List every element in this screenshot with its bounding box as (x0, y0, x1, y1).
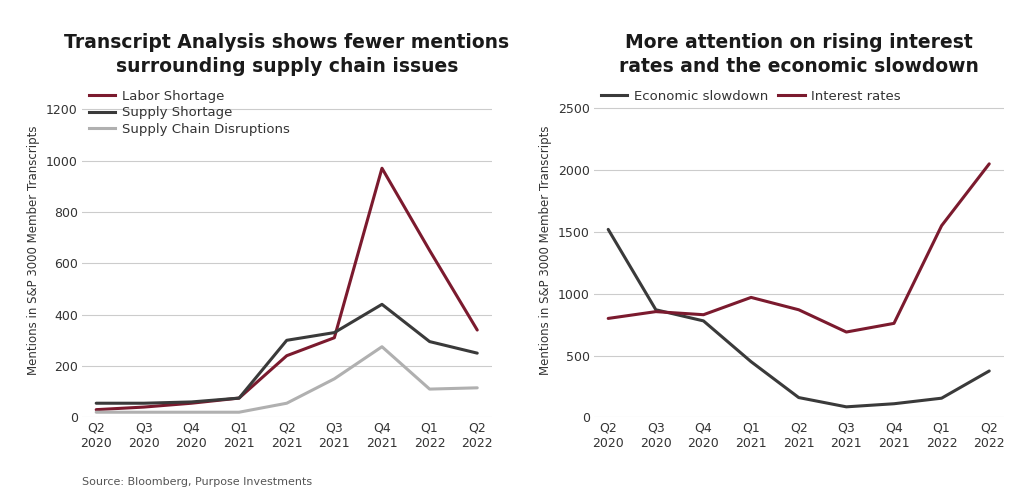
Legend: Economic slowdown, Interest rates: Economic slowdown, Interest rates (600, 90, 901, 103)
Interest rates (841, 329, 853, 335)
Supply Chain Disruptions (376, 344, 388, 350)
Supply Shortage (281, 337, 293, 343)
Labor Shortage (376, 165, 388, 171)
Economic slowdown (602, 226, 614, 232)
Supply Chain Disruptions (90, 409, 102, 415)
Legend: Labor Shortage, Supply Shortage, Supply Chain Disruptions: Labor Shortage, Supply Shortage, Supply … (88, 90, 290, 136)
Labor Shortage (137, 404, 150, 410)
Text: Source: Bloomberg, Purpose Investments: Source: Bloomberg, Purpose Investments (82, 477, 312, 488)
Interest rates (936, 223, 948, 229)
Economic slowdown (793, 395, 805, 401)
Line: Labor Shortage: Labor Shortage (96, 168, 477, 409)
Supply Chain Disruptions (424, 386, 436, 392)
Economic slowdown (983, 368, 995, 374)
Interest rates (697, 312, 710, 318)
Supply Shortage (376, 301, 388, 307)
Supply Chain Disruptions (471, 385, 483, 391)
Labor Shortage (471, 327, 483, 333)
Labor Shortage (424, 247, 436, 253)
Line: Interest rates: Interest rates (608, 164, 989, 332)
Interest rates (793, 307, 805, 313)
Supply Chain Disruptions (137, 409, 150, 415)
Title: Transcript Analysis shows fewer mentions
surrounding supply chain issues: Transcript Analysis shows fewer mentions… (65, 33, 509, 77)
Supply Shortage (137, 400, 150, 406)
Economic slowdown (649, 307, 662, 313)
Y-axis label: Mentions in S&P 3000 Member Transcripts: Mentions in S&P 3000 Member Transcripts (28, 126, 40, 375)
Economic slowdown (841, 404, 853, 410)
Labor Shortage (90, 407, 102, 412)
Supply Shortage (90, 400, 102, 406)
Supply Chain Disruptions (329, 376, 341, 382)
Economic slowdown (936, 395, 948, 401)
Labor Shortage (329, 335, 341, 341)
Line: Economic slowdown: Economic slowdown (608, 229, 989, 407)
Economic slowdown (888, 401, 900, 407)
Supply Shortage (329, 329, 341, 335)
Supply Shortage (471, 350, 483, 356)
Interest rates (744, 295, 757, 300)
Supply Chain Disruptions (232, 409, 245, 415)
Economic slowdown (744, 359, 757, 365)
Supply Chain Disruptions (185, 409, 198, 415)
Line: Supply Shortage: Supply Shortage (96, 304, 477, 403)
Interest rates (983, 161, 995, 167)
Title: More attention on rising interest
rates and the economic slowdown: More attention on rising interest rates … (618, 33, 979, 77)
Labor Shortage (232, 395, 245, 401)
Economic slowdown (697, 318, 710, 324)
Line: Supply Chain Disruptions: Supply Chain Disruptions (96, 347, 477, 412)
Interest rates (888, 321, 900, 327)
Labor Shortage (281, 353, 293, 358)
Labor Shortage (185, 400, 198, 406)
Supply Shortage (424, 339, 436, 345)
Interest rates (602, 316, 614, 322)
Supply Shortage (185, 399, 198, 405)
Supply Shortage (232, 395, 245, 401)
Supply Chain Disruptions (281, 400, 293, 406)
Y-axis label: Mentions in S&P 3000 Member Transcripts: Mentions in S&P 3000 Member Transcripts (540, 126, 552, 375)
Interest rates (649, 309, 662, 315)
